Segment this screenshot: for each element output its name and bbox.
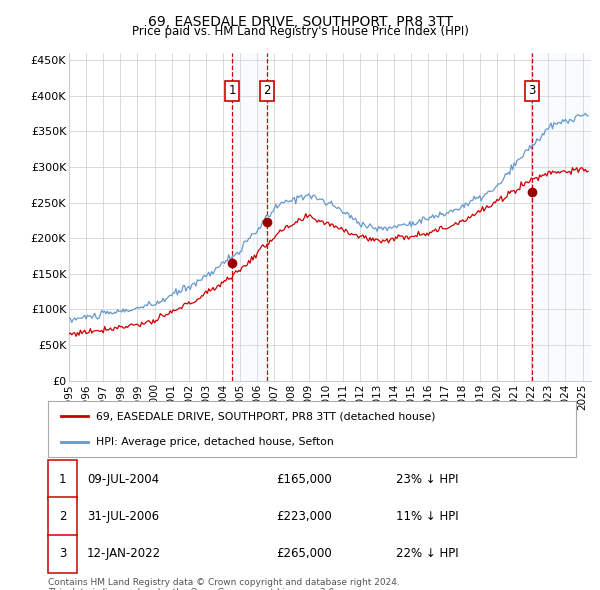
Text: £265,000: £265,000 <box>276 547 332 560</box>
Text: Price paid vs. HM Land Registry's House Price Index (HPI): Price paid vs. HM Land Registry's House … <box>131 25 469 38</box>
Text: 3: 3 <box>528 84 535 97</box>
Text: 31-JUL-2006: 31-JUL-2006 <box>87 510 159 523</box>
Text: £165,000: £165,000 <box>276 473 332 486</box>
Text: Contains HM Land Registry data © Crown copyright and database right 2024.
This d: Contains HM Land Registry data © Crown c… <box>48 578 400 590</box>
Text: HPI: Average price, detached house, Sefton: HPI: Average price, detached house, Seft… <box>95 437 333 447</box>
Text: 1: 1 <box>228 84 236 97</box>
Text: 12-JAN-2022: 12-JAN-2022 <box>87 547 161 560</box>
Text: 3: 3 <box>59 547 66 560</box>
Bar <box>532 53 591 381</box>
Text: 22% ↓ HPI: 22% ↓ HPI <box>396 547 458 560</box>
Text: 09-JUL-2004: 09-JUL-2004 <box>87 473 159 486</box>
Bar <box>232 53 267 381</box>
Text: 23% ↓ HPI: 23% ↓ HPI <box>396 473 458 486</box>
Text: 69, EASEDALE DRIVE, SOUTHPORT, PR8 3TT (detached house): 69, EASEDALE DRIVE, SOUTHPORT, PR8 3TT (… <box>95 411 435 421</box>
Text: 11% ↓ HPI: 11% ↓ HPI <box>396 510 458 523</box>
Text: 69, EASEDALE DRIVE, SOUTHPORT, PR8 3TT: 69, EASEDALE DRIVE, SOUTHPORT, PR8 3TT <box>148 15 452 29</box>
Text: 2: 2 <box>263 84 271 97</box>
Text: 1: 1 <box>59 473 66 486</box>
Text: £223,000: £223,000 <box>276 510 332 523</box>
Text: 2: 2 <box>59 510 66 523</box>
